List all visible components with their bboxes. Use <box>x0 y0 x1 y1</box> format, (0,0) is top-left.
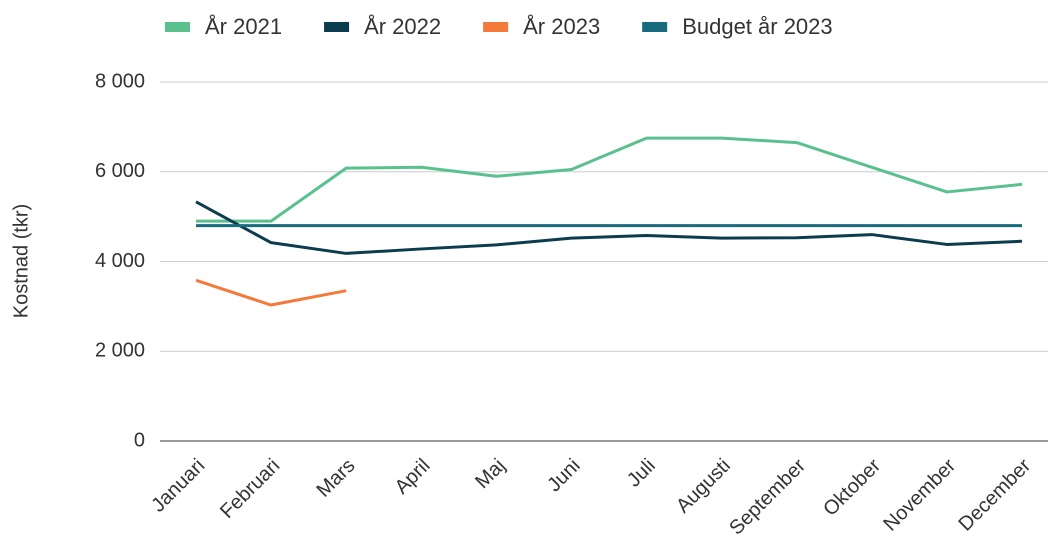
series-line <box>195 200 1023 255</box>
x-tick-label: Maj <box>471 455 509 493</box>
y-tick-label: 0 <box>134 429 145 451</box>
x-tick-label: Juli <box>623 455 660 492</box>
y-tick-label: 4 000 <box>95 250 145 272</box>
x-tick-label: Januari <box>147 455 209 517</box>
y-axis-label: Kostnad (tkr) <box>10 204 32 318</box>
x-tick-label: November <box>879 454 960 535</box>
y-tick-label: 6 000 <box>95 160 145 182</box>
legend-label: År 2022 <box>364 14 441 39</box>
y-tick-label: 8 000 <box>95 70 145 92</box>
legend-swatch <box>483 22 509 32</box>
legend-swatch <box>642 22 668 32</box>
legend-swatch <box>165 22 190 32</box>
x-tick-label: Februari <box>216 455 284 523</box>
x-tick-label: Oktober <box>819 454 885 520</box>
x-tick-label: Augusti <box>672 455 735 518</box>
y-tick-label: 2 000 <box>95 340 145 362</box>
x-tick-label: December <box>954 454 1035 535</box>
x-tick-label: Juni <box>543 455 585 497</box>
legend-label: År 2021 <box>205 14 282 39</box>
x-tick-label: September <box>725 454 810 539</box>
legend-label: År 2023 <box>523 14 600 39</box>
series-line <box>196 136 1023 223</box>
x-tick-label: April <box>391 455 435 499</box>
x-tick-label: Mars <box>312 455 359 502</box>
legend-label: Budget år 2023 <box>682 14 832 39</box>
legend-swatch <box>324 22 350 32</box>
series-line <box>195 278 347 307</box>
